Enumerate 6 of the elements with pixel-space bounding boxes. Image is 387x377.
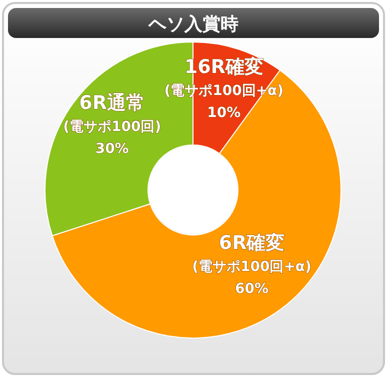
slice-label: 6R通常 (電サポ100回) — [63, 92, 162, 136]
slice-label: 6R確変 (電サポ100回+α) — [192, 232, 312, 275]
data-label: 30% — [95, 141, 129, 158]
data-label: 10% — [207, 104, 241, 121]
data-label: 60% — [235, 280, 269, 297]
chart-title: ヘソ入賞時 — [148, 14, 238, 35]
